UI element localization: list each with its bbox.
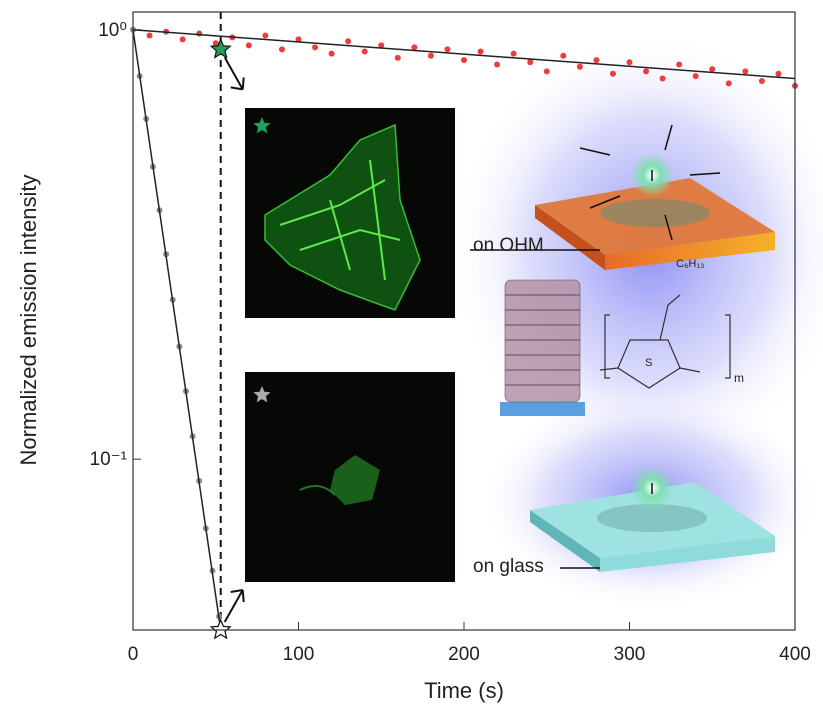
data-point: [610, 71, 616, 77]
data-point: [494, 62, 500, 68]
y-tick-label: 10⁰: [98, 20, 127, 41]
x-axis-title: Time (s): [424, 678, 504, 703]
data-point: [312, 44, 318, 50]
data-point: [262, 32, 268, 38]
data-point: [627, 59, 633, 65]
highlight-star: [211, 620, 230, 638]
annotation: S: [645, 357, 652, 369]
data-point: [709, 66, 715, 72]
x-tick-label: 100: [283, 644, 315, 665]
data-point: [775, 71, 781, 77]
pointer-arrow: [225, 57, 244, 89]
data-point: [693, 73, 699, 79]
pointer-arrow: [225, 590, 244, 622]
data-point: [643, 68, 649, 74]
y-tick-label: 10⁻¹: [90, 449, 128, 470]
data-point: [742, 68, 748, 74]
data-point: [461, 57, 467, 63]
data-point: [676, 62, 682, 68]
inset-illustrations: [245, 30, 823, 610]
data-point: [759, 78, 765, 84]
data-point: [560, 53, 566, 59]
data-point: [345, 38, 351, 44]
annotation: on OHM: [473, 235, 544, 256]
data-point: [577, 64, 583, 70]
data-point: [147, 32, 153, 38]
data-point: [544, 68, 550, 74]
x-tick-label: 400: [779, 644, 811, 665]
data-point: [246, 42, 252, 48]
data-point: [395, 55, 401, 61]
data-point: [411, 44, 417, 50]
x-tick-label: 0: [128, 644, 139, 665]
data-point: [444, 46, 450, 52]
data-point: [660, 76, 666, 82]
data-point: [527, 59, 533, 65]
y-axis-title: Normalized emission intensity: [16, 175, 41, 466]
data-point: [329, 51, 335, 57]
annotation: C₆H₁₃: [676, 258, 705, 270]
data-point: [593, 57, 599, 63]
x-tick-label: 200: [448, 644, 480, 665]
data-point: [726, 80, 732, 86]
data-point: [478, 49, 484, 55]
data-point: [196, 31, 202, 37]
data-point: [362, 49, 368, 55]
fit-line: [133, 30, 221, 630]
data-point: [428, 53, 434, 59]
data-point: [511, 51, 517, 57]
chart: Time (s) Normalized emission intensity o…: [0, 0, 823, 713]
annotation: m: [734, 371, 744, 385]
x-tick-label: 300: [614, 644, 646, 665]
annotation: on glass: [473, 556, 544, 577]
data-point: [180, 36, 186, 42]
data-point: [279, 46, 285, 52]
